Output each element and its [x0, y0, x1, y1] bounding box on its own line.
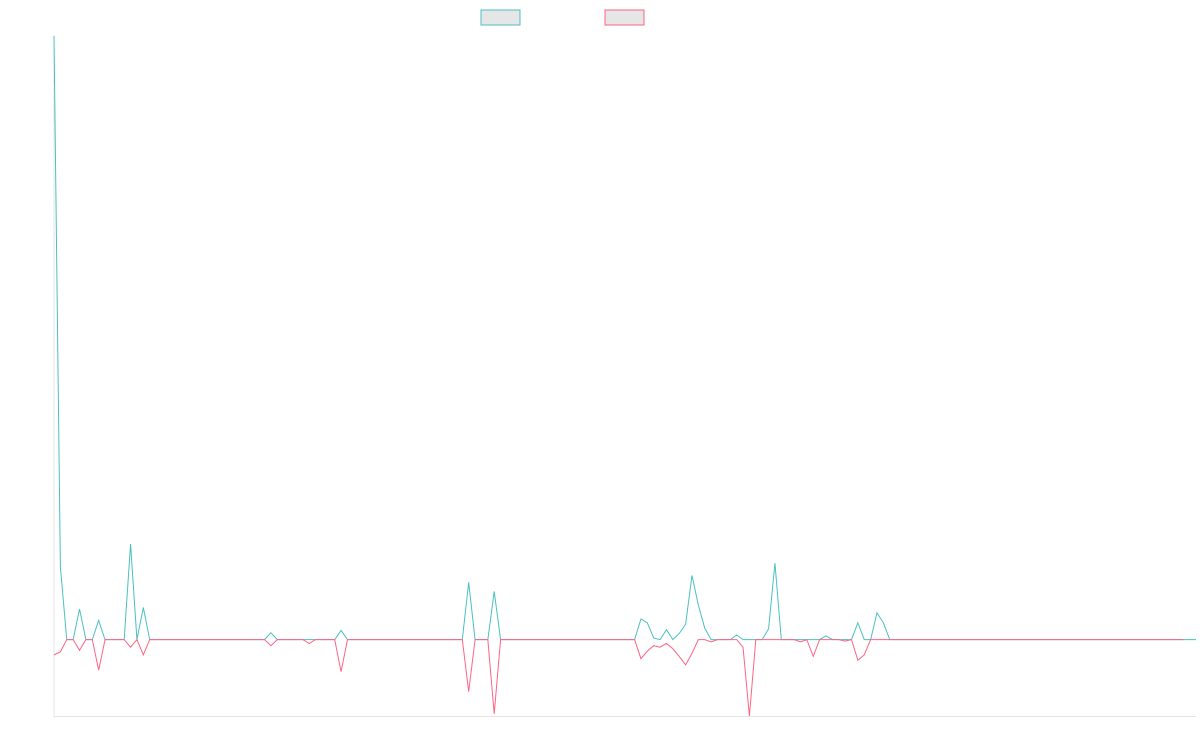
- series-line-1: [53, 35, 1196, 641]
- series-line-2: [53, 638, 1184, 717]
- legend-swatch-2[interactable]: [604, 9, 645, 26]
- legend-swatch-1[interactable]: [480, 9, 521, 26]
- series-layer: [53, 35, 1196, 717]
- chart-legend[interactable]: [480, 9, 645, 26]
